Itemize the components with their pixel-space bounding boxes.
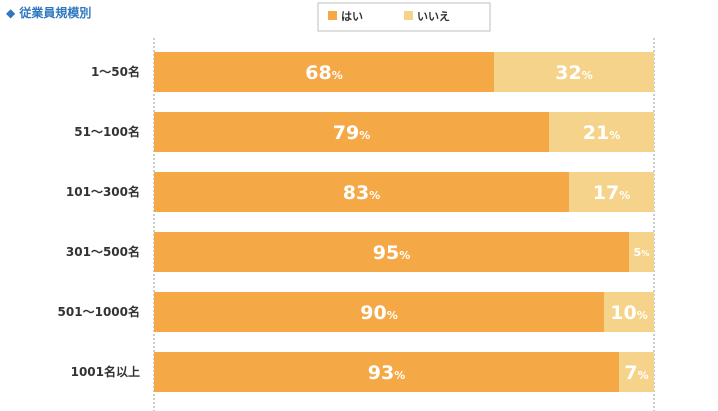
bar-yes [154,172,569,212]
legend-swatch-no [404,11,413,20]
bar-yes [154,352,619,392]
data-label: 7% [624,362,648,384]
legend-swatch-yes [328,11,337,20]
data-label: 10% [610,302,647,324]
data-label: 17% [593,182,630,204]
data-label: 21% [583,122,620,144]
data-label: 93% [368,362,405,384]
bar-yes [154,292,604,332]
data-label: 68% [305,62,342,84]
data-label: 95% [373,242,410,264]
bar-no [569,172,654,212]
chart-title-group: ◆ 従業員規模別 [6,5,91,20]
bar-no [494,52,654,92]
bar-no [549,112,654,152]
bar-yes [154,232,629,272]
category-label: 1〜50名 [91,64,140,79]
bar-yes [154,52,494,92]
bar-no [604,292,654,332]
legend: はい いいえ [328,10,450,23]
legend-label-yes: はい [341,10,363,23]
bars-group: 1〜50名 68% 32% 51〜100名 79% 21% 101〜300名 83% 17% 30… [58,52,654,392]
bar-yes [154,112,549,152]
category-label: 101〜300名 [66,184,140,199]
category-label: 1001名以上 [71,364,140,379]
data-label: 5% [634,246,650,259]
bar-no [619,352,654,392]
data-label: 32% [555,62,592,84]
legend-label-no: いいえ [417,10,450,23]
chart-title: ◆ 従業員規模別 [6,5,91,20]
category-label: 51〜100名 [74,124,140,139]
bar-no [629,232,654,272]
data-label: 90% [360,302,397,324]
data-label: 83% [343,182,380,204]
category-label: 301〜500名 [66,244,140,259]
category-label: 501〜1000名 [58,304,140,319]
data-label: 79% [333,122,370,144]
